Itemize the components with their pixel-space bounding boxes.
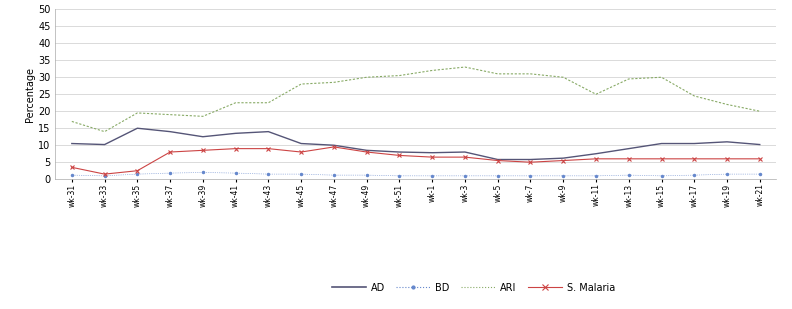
Y-axis label: Percentage: Percentage: [25, 67, 36, 122]
Legend: AD, BD, ARI, S. Malaria: AD, BD, ARI, S. Malaria: [328, 279, 619, 297]
